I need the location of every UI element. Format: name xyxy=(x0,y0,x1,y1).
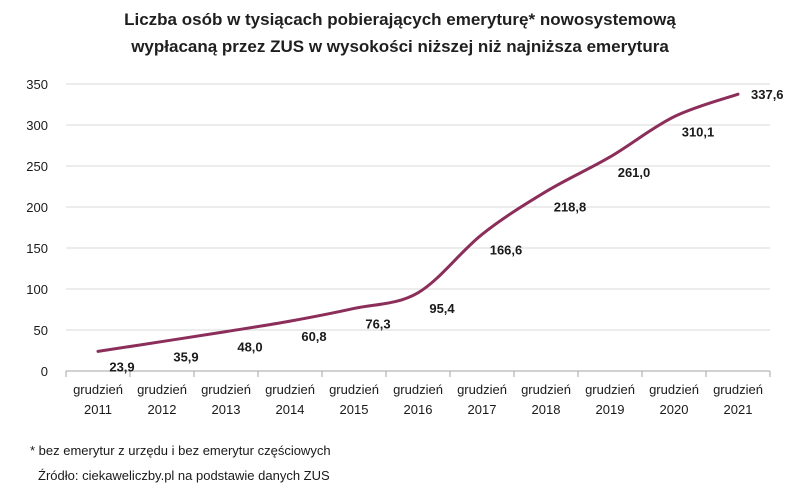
y-tick-label: 250 xyxy=(26,159,48,174)
x-tick-label: grudzień xyxy=(201,382,251,397)
x-tick-label: 2012 xyxy=(148,402,177,417)
data-label: 48,0 xyxy=(237,340,262,355)
chart-title-line-2: wypłacaną przez ZUS w wysokości niższej … xyxy=(130,37,669,56)
data-label: 337,6 xyxy=(751,87,784,102)
y-tick-label: 200 xyxy=(26,200,48,215)
series-line xyxy=(96,92,740,353)
x-tick-label: 2011 xyxy=(84,402,112,417)
x-tick-label: 2013 xyxy=(212,402,241,417)
y-axis-ticks: 0 50 100 150 200 250 300 350 xyxy=(26,77,48,379)
data-label: 218,8 xyxy=(554,200,587,215)
x-tick-label: grudzień xyxy=(649,382,699,397)
x-tick-label: 2014 xyxy=(276,402,305,417)
x-tick-label: 2015 xyxy=(340,402,369,417)
x-tick-label: grudzień xyxy=(265,382,315,397)
chart-title-line-1: Liczba osób w tysiącach pobierających em… xyxy=(124,10,676,29)
x-tick-label: 2019 xyxy=(596,402,625,417)
data-labels: 23,9 35,9 48,0 60,8 76,3 95,4 166,6 218,8 261,0 3… xyxy=(109,87,783,374)
x-tick-label: 2018 xyxy=(532,402,561,417)
x-tick-label: grudzień xyxy=(713,382,763,397)
x-tick-label: 2021 xyxy=(724,402,753,417)
data-label: 60,8 xyxy=(301,329,326,344)
x-tick-label: grudzień xyxy=(393,382,443,397)
x-tick-label: 2020 xyxy=(660,402,689,417)
y-tick-label: 100 xyxy=(26,282,48,297)
data-label: 310,1 xyxy=(682,125,715,140)
x-axis-ticks: grudzień 2011 grudzień 2012 grudzień 2013 grud… xyxy=(65,371,771,417)
y-tick-label: 350 xyxy=(26,77,48,92)
x-tick-label: grudzień xyxy=(73,382,123,397)
data-label: 95,4 xyxy=(429,301,455,316)
data-label: 23,9 xyxy=(109,359,134,374)
y-tick-label: 50 xyxy=(34,323,48,338)
y-tick-label: 0 xyxy=(41,364,48,379)
data-label: 35,9 xyxy=(173,350,198,365)
y-tick-label: 300 xyxy=(26,118,48,133)
footnote-source: Źródło: ciekaweliczby.pl na podstawie da… xyxy=(38,468,330,483)
x-tick-label: grudzień xyxy=(521,382,571,397)
x-tick-label: grudzień xyxy=(329,382,379,397)
x-tick-label: grudzień xyxy=(137,382,187,397)
footnote-note: * bez emerytur z urzędu i bez emerytur c… xyxy=(30,443,331,458)
x-tick-label: 2016 xyxy=(404,402,433,417)
gridlines xyxy=(66,83,770,372)
x-tick-label: grudzień xyxy=(457,382,507,397)
data-label: 76,3 xyxy=(365,316,390,331)
data-label: 261,0 xyxy=(618,165,651,180)
x-tick-label: 2017 xyxy=(468,402,497,417)
x-tick-label: grudzień xyxy=(585,382,635,397)
data-label: 166,6 xyxy=(490,242,523,257)
y-tick-label: 150 xyxy=(26,241,48,256)
